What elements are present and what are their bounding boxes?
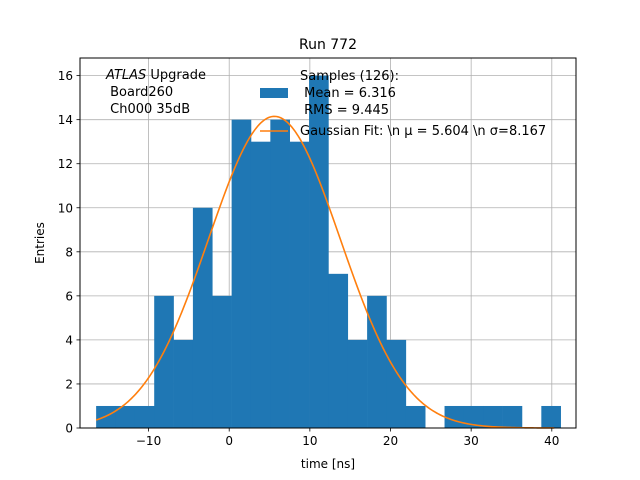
- legend-histogram-swatch: [260, 88, 288, 98]
- histogram-bar: [250, 141, 271, 428]
- y-tick-label: 16: [58, 69, 73, 83]
- x-tick-label: 40: [544, 434, 559, 448]
- histogram-bar: [192, 207, 213, 428]
- histogram-bar: [541, 405, 561, 428]
- x-tick-label: 20: [383, 434, 398, 448]
- x-tick-label: −10: [136, 434, 161, 448]
- y-tick-label: 6: [65, 289, 73, 303]
- x-tick-label: 0: [225, 434, 233, 448]
- x-tick-label: 30: [464, 434, 479, 448]
- histogram-bar: [502, 405, 523, 428]
- axis-ticks: −10 0 10 20 30 40 0 2 4 6 8 10 12 14 16: [58, 69, 560, 448]
- histogram-bar: [173, 339, 194, 428]
- legend: Samples (126): Mean = 6.316 RMS = 9.445 …: [260, 69, 546, 139]
- histogram-bar: [386, 339, 407, 428]
- y-tick-label: 14: [58, 113, 73, 127]
- legend-histogram-label-line-2: Mean = 6.316: [300, 86, 396, 101]
- histogram-bar: [463, 405, 484, 428]
- plot-frame: [79, 57, 577, 429]
- histogram-bar: [231, 119, 252, 429]
- legend-fit-label: Gaussian Fit: \n μ = 5.604 \n σ=8.167: [300, 124, 546, 139]
- upgrade-label: Upgrade: [146, 68, 206, 83]
- y-axis-label: Entries: [33, 222, 47, 264]
- histogram-bar: [483, 405, 503, 428]
- y-tick-label: 4: [65, 333, 73, 347]
- gaussian-fit-curve: [95, 115, 555, 429]
- x-axis-label: time [ns]: [301, 457, 355, 471]
- histogram-bar: [289, 141, 310, 428]
- x-tick-label: 10: [302, 434, 317, 448]
- annotation-line-2: Board260: [106, 85, 173, 100]
- y-tick-label: 0: [65, 422, 73, 436]
- histogram-bar: [405, 405, 426, 428]
- atlas-label: ATLAS: [105, 68, 146, 83]
- histogram-bar: [154, 295, 174, 428]
- histogram-bars: [96, 75, 561, 429]
- histogram-bar: [347, 339, 368, 428]
- y-tick-label: 12: [58, 157, 73, 171]
- histogram-bar: [270, 119, 290, 429]
- histogram-bar: [367, 295, 387, 428]
- histogram-bar: [444, 405, 465, 428]
- y-tick-label: 2: [65, 377, 73, 391]
- histogram-bar: [115, 405, 136, 428]
- gaussian-fit-layer: [95, 115, 555, 429]
- legend-histogram-label-line-3: RMS = 9.445: [300, 103, 389, 118]
- annotation-line-3: Ch000 35dB: [106, 102, 190, 117]
- y-tick-label: 10: [58, 201, 73, 215]
- histogram-bar: [134, 405, 155, 428]
- histogram-bar: [309, 75, 329, 428]
- histogram-bar: [212, 295, 232, 428]
- annotation-line-1: ATLAS Upgrade: [105, 68, 206, 83]
- y-tick-label: 8: [65, 245, 73, 259]
- legend-histogram-label-line-1: Samples (126):: [300, 69, 399, 84]
- histogram-bar: [328, 273, 349, 428]
- chart-title: Run 772: [299, 37, 357, 53]
